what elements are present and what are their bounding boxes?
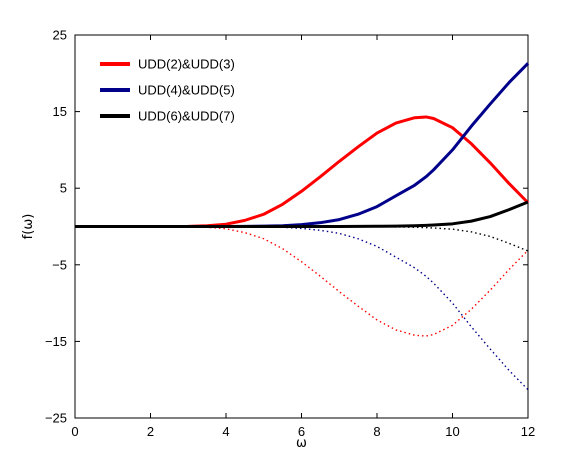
legend-label-0: UDD(2)&UDD(3) bbox=[138, 57, 235, 72]
series-line-3-dotted bbox=[75, 225, 529, 391]
x-tick-label: 0 bbox=[71, 424, 78, 439]
y-tick-label: 15 bbox=[53, 104, 67, 119]
series-line-1-dotted bbox=[75, 225, 529, 337]
x-tick-label: 4 bbox=[222, 424, 229, 439]
x-tick-label: 8 bbox=[373, 424, 380, 439]
y-tick-label: −15 bbox=[45, 334, 67, 349]
y-tick-label: −5 bbox=[52, 257, 67, 272]
x-tick-label: 6 bbox=[298, 424, 305, 439]
y-axis-label: f(ω) bbox=[21, 214, 36, 240]
y-tick-label: 5 bbox=[60, 181, 67, 196]
series-layer bbox=[75, 62, 530, 391]
x-tick-label: 12 bbox=[521, 424, 535, 439]
x-axis-label: ω bbox=[296, 436, 307, 451]
x-tick-label: 2 bbox=[147, 424, 154, 439]
x-tick-label: 10 bbox=[445, 424, 459, 439]
series-line-4 bbox=[75, 200, 529, 228]
series-line-5-dotted bbox=[75, 225, 529, 252]
legend-label-1: UDD(4)&UDD(5) bbox=[138, 83, 235, 98]
tick-layer: 0 2 4 6 8 10 12 25 15 5 −5 −15 −25 bbox=[45, 28, 535, 440]
legend-label-2: UDD(6)&UDD(7) bbox=[138, 109, 235, 124]
legend: UDD(2)&UDD(3) UDD(4)&UDD(5) UDD(6)&UDD(7) bbox=[100, 57, 235, 124]
y-tick-label: −25 bbox=[45, 411, 67, 426]
y-tick-label: 25 bbox=[53, 28, 67, 43]
